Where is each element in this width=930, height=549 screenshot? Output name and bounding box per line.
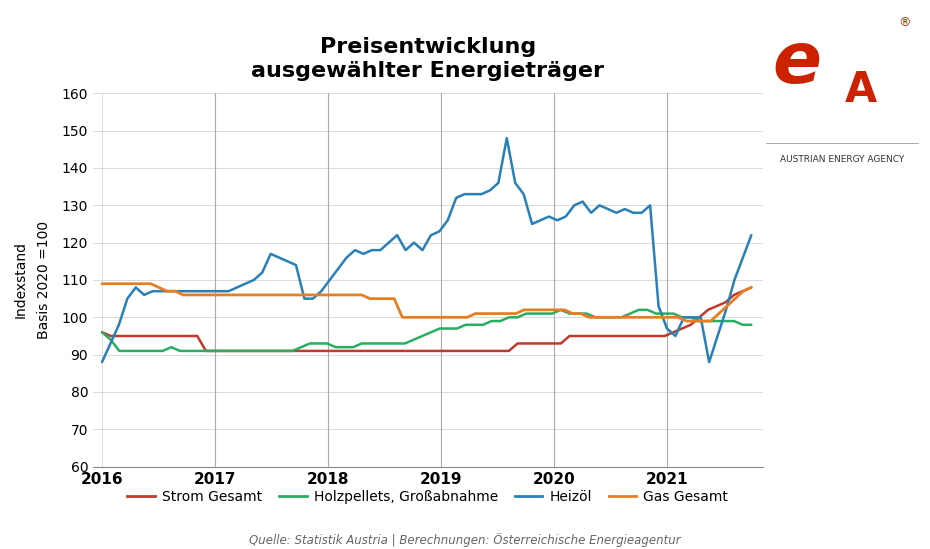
Holzpellets, Großabnahme	[113, 348, 125, 354]
Strom Gesamt	[200, 348, 211, 354]
Gas Gesamt	[689, 318, 700, 324]
Holzpellets, Großabnahme	[746, 322, 757, 328]
Gas Gesamt	[624, 314, 635, 321]
Y-axis label: Indexstand
Basis 2020 =100: Indexstand Basis 2020 =100	[14, 221, 50, 339]
Gas Gesamt	[746, 284, 757, 291]
Strom Gesamt	[330, 348, 341, 354]
Heizöl	[307, 295, 318, 302]
Gas Gesamt	[681, 318, 692, 324]
Strom Gesamt	[157, 333, 168, 339]
Line: Heizöl: Heizöl	[102, 138, 751, 362]
Line: Strom Gesamt: Strom Gesamt	[102, 288, 751, 351]
Holzpellets, Großabnahme	[166, 344, 177, 350]
Heizöl	[375, 247, 386, 254]
Gas Gesamt	[97, 281, 108, 287]
Strom Gesamt	[538, 340, 549, 347]
Gas Gesamt	[454, 314, 465, 321]
Gas Gesamt	[657, 314, 668, 321]
Text: e: e	[773, 29, 822, 98]
Holzpellets, Großabnahme	[443, 325, 454, 332]
Title: Preisentwicklung
ausgewählter Energieträger: Preisentwicklung ausgewählter Energieträ…	[251, 37, 604, 81]
Line: Holzpellets, Großabnahme: Holzpellets, Großabnahme	[102, 310, 751, 351]
Gas Gesamt	[576, 310, 587, 317]
Heizöl	[501, 135, 512, 142]
Holzpellets, Großabnahme	[555, 306, 566, 313]
Gas Gesamt	[502, 310, 513, 317]
Heizöl	[139, 292, 150, 298]
Strom Gesamt	[625, 333, 636, 339]
Heizöl	[97, 359, 108, 366]
Holzpellets, Großabnahme	[538, 310, 549, 317]
Line: Gas Gesamt: Gas Gesamt	[102, 284, 751, 321]
Holzpellets, Großabnahme	[521, 310, 532, 317]
Text: Quelle: Statistik Austria | Berechnungen: Österreichische Energieagentur: Quelle: Statistik Austria | Berechnungen…	[249, 533, 681, 546]
Heizöl	[425, 232, 436, 238]
Holzpellets, Großabnahme	[330, 344, 341, 350]
Strom Gesamt	[746, 284, 757, 291]
Holzpellets, Großabnahme	[97, 329, 108, 335]
Text: ®: ®	[898, 16, 911, 29]
Text: A: A	[844, 69, 877, 111]
Strom Gesamt	[443, 348, 454, 354]
Legend: Strom Gesamt, Holzpellets, Großabnahme, Heizöl, Gas Gesamt: Strom Gesamt, Holzpellets, Großabnahme, …	[122, 484, 734, 509]
Heizöl	[746, 232, 757, 238]
Holzpellets, Großabnahme	[633, 306, 644, 313]
Heizöl	[568, 202, 579, 209]
Text: AUSTRIAN ENERGY AGENCY: AUSTRIAN ENERGY AGENCY	[779, 155, 904, 164]
Heizöl	[206, 288, 218, 294]
Strom Gesamt	[521, 340, 532, 347]
Strom Gesamt	[97, 329, 108, 335]
